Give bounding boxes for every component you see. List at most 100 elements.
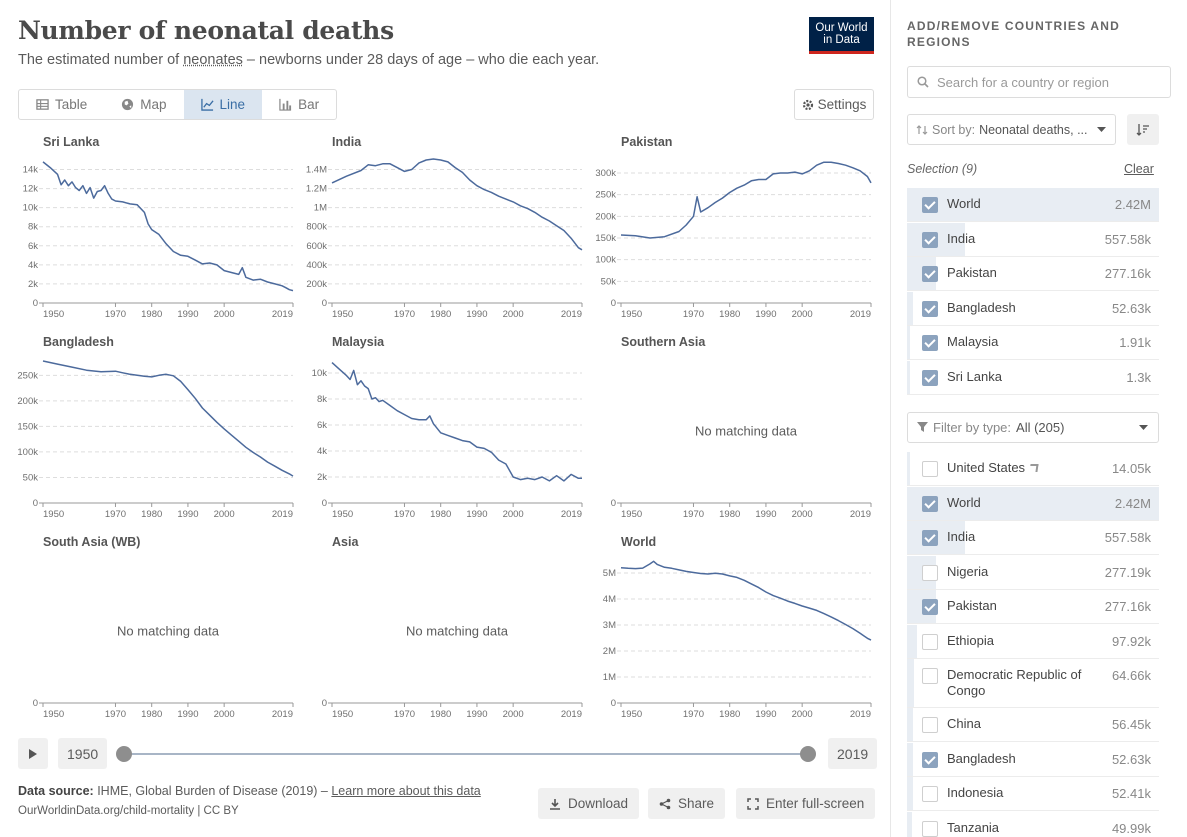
y-tick-label: 2k	[317, 472, 327, 483]
entity-checkbox[interactable]	[922, 717, 938, 733]
series-line	[620, 560, 872, 641]
entity-row[interactable]: Bangladesh 52.63k	[907, 291, 1159, 326]
timeline-end-year[interactable]: 2019	[828, 738, 878, 769]
tab-table[interactable]: Table	[19, 90, 104, 119]
tab-line[interactable]: Line	[183, 90, 263, 119]
clear-selection-link[interactable]: Clear	[1124, 162, 1154, 176]
y-tick-label: 10k	[23, 203, 39, 214]
entity-row[interactable]: India 557.58k	[907, 521, 1159, 555]
entity-checkbox[interactable]	[922, 495, 938, 512]
timeline-start-handle[interactable]	[116, 746, 132, 762]
y-tick-label: 0	[322, 298, 327, 309]
x-tick-label: 1950	[621, 509, 642, 520]
entity-checkbox[interactable]	[922, 820, 938, 837]
entity-checkbox[interactable]	[922, 266, 938, 282]
entity-row[interactable]: United States 14.05k	[907, 452, 1159, 486]
bar-chart-icon	[279, 98, 292, 111]
entity-name: Bangladesh	[947, 300, 1097, 316]
timeline-track[interactable]	[124, 753, 808, 755]
y-tick-label: 300k	[595, 168, 616, 179]
x-tick-label: 2000	[503, 709, 524, 720]
entity-checkbox[interactable]	[922, 751, 938, 768]
x-tick-label: 1990	[755, 309, 776, 320]
y-tick-label: 100k	[595, 255, 616, 266]
owid-logo[interactable]: Our World in Data	[809, 17, 874, 54]
entity-checkbox[interactable]	[922, 668, 938, 684]
entity-row[interactable]: China 56.45k	[907, 708, 1159, 742]
entity-row[interactable]: World 2.42M	[907, 486, 1159, 521]
timeline-start-year[interactable]: 1950	[58, 738, 108, 769]
entity-row[interactable]: Pakistan 277.16k	[907, 257, 1159, 291]
entity-row[interactable]: Pakistan 277.16k	[907, 590, 1159, 624]
learn-more-link[interactable]: Learn more about this data	[331, 784, 481, 798]
value-share-bar	[907, 624, 918, 658]
entity-row[interactable]: World 2.42M	[907, 188, 1159, 222]
y-tick-label: 1.4M	[306, 165, 327, 176]
play-button[interactable]	[18, 738, 48, 769]
entity-checkbox[interactable]	[922, 231, 938, 248]
entity-row[interactable]: Indonesia 52.41k	[907, 777, 1159, 811]
entity-row[interactable]: India 557.58k	[907, 222, 1159, 257]
entity-row[interactable]: Tanzania 49.99k	[907, 811, 1159, 837]
share-button[interactable]: Share	[648, 788, 726, 819]
entity-name-text: Sri Lanka	[947, 368, 1002, 384]
x-tick-label: 2000	[214, 309, 235, 320]
timeline-end-handle[interactable]	[800, 746, 816, 762]
entity-checkbox[interactable]	[922, 461, 938, 477]
x-tick-label: 2019	[272, 509, 293, 520]
y-tick-label: 4k	[317, 446, 327, 457]
tab-line-label: Line	[219, 97, 246, 112]
entity-row[interactable]: Sri Lanka 1.3k	[907, 360, 1159, 395]
entity-value: 277.19k	[1104, 564, 1151, 580]
entity-name: Nigeria	[947, 564, 1097, 580]
gear-icon	[802, 99, 813, 110]
entity-checkbox[interactable]	[922, 599, 938, 615]
entity-checkbox[interactable]	[922, 633, 938, 650]
source-url[interactable]: OurWorldinData.org/child-mortality | CC …	[18, 805, 239, 817]
entity-name: Pakistan	[947, 598, 1097, 614]
panel-world: World 0 1M 2M 3M 4M 5M 1950 1970 1980 1990 2000 2019	[603, 535, 872, 720]
entity-name: Indonesia	[947, 785, 1097, 801]
fullscreen-button[interactable]: Enter full-screen	[736, 788, 876, 819]
filter-dropdown[interactable]: Filter by type: All (205)	[907, 412, 1159, 443]
neonates-link[interactable]: neonates	[183, 52, 243, 68]
sort-direction-button[interactable]	[1127, 114, 1159, 145]
entity-checkbox[interactable]	[922, 530, 938, 546]
entity-checkbox[interactable]	[922, 369, 938, 386]
tab-map[interactable]: Map	[104, 90, 183, 119]
sort-dropdown[interactable]: Sort by: Neonatal deaths, ...	[907, 114, 1116, 145]
entity-row[interactable]: Ethiopia 97.92k	[907, 624, 1159, 659]
entity-checkbox[interactable]	[922, 300, 938, 317]
entity-row[interactable]: Democratic Republic of Congo 64.66k	[907, 659, 1159, 708]
tab-bar[interactable]: Bar	[262, 90, 336, 119]
y-tick-label: 150k	[595, 233, 616, 244]
panel-south-asia-wb-: South Asia (WB) 0 1950 1970 1980 1990 2000 2019…	[33, 535, 294, 720]
entity-checkbox[interactable]	[922, 335, 938, 351]
y-tick-label: 5M	[603, 568, 616, 579]
entity-name-text: Tanzania	[947, 819, 1000, 835]
search-input[interactable]: Search for a country or region	[907, 66, 1171, 98]
share-label: Share	[678, 796, 715, 811]
y-tick-label: 0	[322, 698, 327, 709]
subtitle-text-end: – newborns under 28 days of age – who di…	[242, 52, 600, 68]
tab-map-label: Map	[140, 97, 167, 112]
y-tick-label: 0	[322, 498, 327, 509]
entity-checkbox[interactable]	[922, 564, 938, 581]
entity-row[interactable]: Nigeria 277.19k	[907, 555, 1159, 590]
x-tick-label: 1990	[755, 709, 776, 720]
y-tick-label: 3M	[603, 620, 616, 631]
entity-name: India	[947, 529, 1097, 545]
search-icon	[917, 76, 929, 88]
entity-checkbox[interactable]	[922, 197, 938, 213]
entity-row[interactable]: Malaysia 1.91k	[907, 326, 1159, 360]
entity-name-text: Pakistan	[947, 265, 997, 280]
download-button[interactable]: Download	[538, 788, 640, 819]
x-tick-label: 1980	[719, 709, 740, 720]
entity-value: 2.42M	[1114, 495, 1151, 511]
x-tick-label: 1970	[683, 509, 704, 520]
settings-button[interactable]: Settings	[794, 89, 874, 120]
entity-value: 64.66k	[1111, 668, 1151, 683]
entity-checkbox[interactable]	[922, 786, 938, 802]
entity-row[interactable]: Bangladesh 52.63k	[907, 742, 1159, 777]
x-tick-label: 1990	[755, 509, 776, 520]
